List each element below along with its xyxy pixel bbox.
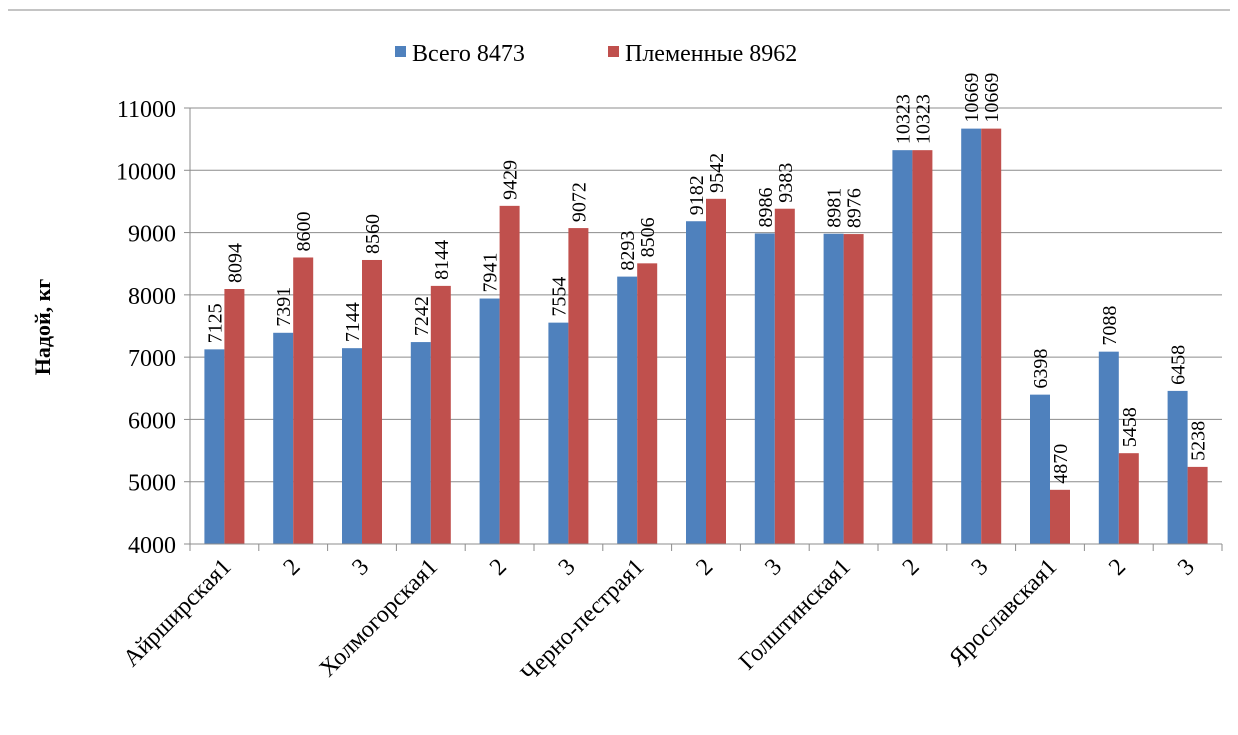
x-tick-label: Голштинская1 [734, 554, 855, 675]
data-label: 7088 [1099, 306, 1121, 346]
x-tick-label: 2 [279, 554, 306, 581]
bar-vsego [1098, 351, 1119, 544]
y-tick-label: 7000 [128, 346, 176, 372]
bar-vsego [273, 332, 294, 544]
data-label: 9429 [500, 160, 522, 200]
y-tick-label: 5000 [128, 471, 176, 497]
data-label: 10669 [961, 73, 983, 123]
bar-plemennye [1118, 453, 1139, 544]
bar-vsego [410, 342, 431, 544]
y-tick-label: 6000 [128, 408, 176, 434]
data-label: 8600 [293, 211, 315, 251]
data-label: 8094 [224, 243, 246, 283]
data-label: 7144 [342, 302, 364, 342]
y-tick-label: 10000 [116, 159, 176, 185]
x-tick-label: 2 [898, 554, 925, 581]
bar-vsego [961, 128, 982, 544]
data-label: 4870 [1050, 444, 1072, 484]
data-label: 9542 [706, 153, 728, 193]
bar-vsego [1167, 390, 1188, 544]
x-tick-label: 3 [1173, 554, 1200, 581]
legend-swatch [395, 46, 406, 57]
data-label: 8144 [431, 240, 453, 280]
x-tick-label: 2 [691, 554, 718, 581]
data-labels: 7125 7391 7144 7242 7941 7554 8293 9182 8986 8981… [204, 73, 1209, 484]
bar-vsego [479, 298, 500, 544]
y-tick-labels: 4000 5000 6000 7000 8000 9000 10000 11000 [116, 97, 176, 559]
data-label: 9182 [686, 175, 708, 215]
x-tick-label: 2 [1104, 554, 1131, 581]
x-tick-label: Черно-пестрая1 [516, 554, 649, 687]
data-label: 5458 [1119, 407, 1141, 447]
bar-vsego [1030, 394, 1050, 544]
bar-vsego [823, 233, 844, 544]
data-label: 10669 [981, 73, 1003, 123]
bar-vsego [892, 150, 913, 545]
bar-plemennye [499, 205, 520, 544]
data-label: 6398 [1030, 349, 1052, 389]
x-tick-label: 3 [967, 554, 994, 581]
data-label: 8976 [844, 188, 866, 228]
bar-plemennye [362, 259, 382, 544]
bar-plemennye [568, 228, 589, 544]
data-label: 10323 [912, 94, 934, 144]
x-tick-label: 2 [485, 554, 512, 581]
data-label: 10323 [892, 94, 914, 144]
x-tick-label: Ярославская1 [944, 554, 1062, 672]
bar-plemennye [637, 263, 658, 544]
x-tick-label: Холмогорская1 [315, 554, 443, 682]
legend: Всего 8473 Племенные 8962 [395, 41, 797, 67]
data-label: 7391 [273, 287, 295, 327]
data-label: 8981 [824, 188, 846, 228]
data-label: 7125 [204, 303, 226, 343]
data-label: 6458 [1168, 345, 1190, 385]
x-tick-label: Айрширская1 [118, 554, 236, 672]
legend-label: Племенные 8962 [625, 41, 797, 67]
bar-plemennye [706, 198, 726, 545]
bar-vsego [204, 349, 225, 544]
data-label: 8986 [755, 187, 777, 227]
data-label: 7941 [480, 253, 502, 293]
y-axis-title: Надой, кг [30, 279, 55, 376]
bar-vsego [548, 322, 569, 544]
bar-plemennye [981, 128, 1002, 544]
bar-plemennye [1050, 489, 1070, 544]
axes [189, 108, 1223, 551]
data-label: 8506 [637, 217, 659, 257]
data-label: 5238 [1188, 421, 1210, 461]
y-tick-label: 9000 [128, 222, 176, 248]
data-label: 8293 [617, 231, 639, 271]
data-label: 8560 [362, 214, 384, 254]
bar-plemennye [224, 289, 245, 544]
y-tick-label: 4000 [128, 533, 176, 559]
data-label: 9383 [775, 163, 797, 203]
bar-vsego [686, 221, 706, 545]
bar-plemennye [843, 234, 864, 544]
data-label: 7242 [411, 296, 433, 336]
data-label: 9072 [568, 182, 590, 222]
bar-plemennye [774, 208, 795, 544]
x-tick-label: 3 [347, 554, 374, 581]
data-label: 7554 [548, 277, 570, 317]
bar-plemennye [1187, 466, 1208, 544]
x-tick-label: 3 [760, 554, 787, 581]
y-tick-label: 11000 [117, 97, 176, 123]
bar-vsego [754, 233, 775, 545]
y-tick-label: 8000 [128, 284, 176, 310]
bars [204, 128, 1208, 545]
bar-vsego [342, 348, 362, 544]
bar-vsego [617, 276, 638, 544]
bar-plemennye [912, 150, 933, 545]
bar-plemennye [430, 285, 451, 544]
bar-plemennye [293, 257, 314, 544]
legend-label: Всего 8473 [412, 41, 525, 67]
legend-swatch [608, 46, 619, 57]
x-tick-label: 3 [554, 554, 581, 581]
